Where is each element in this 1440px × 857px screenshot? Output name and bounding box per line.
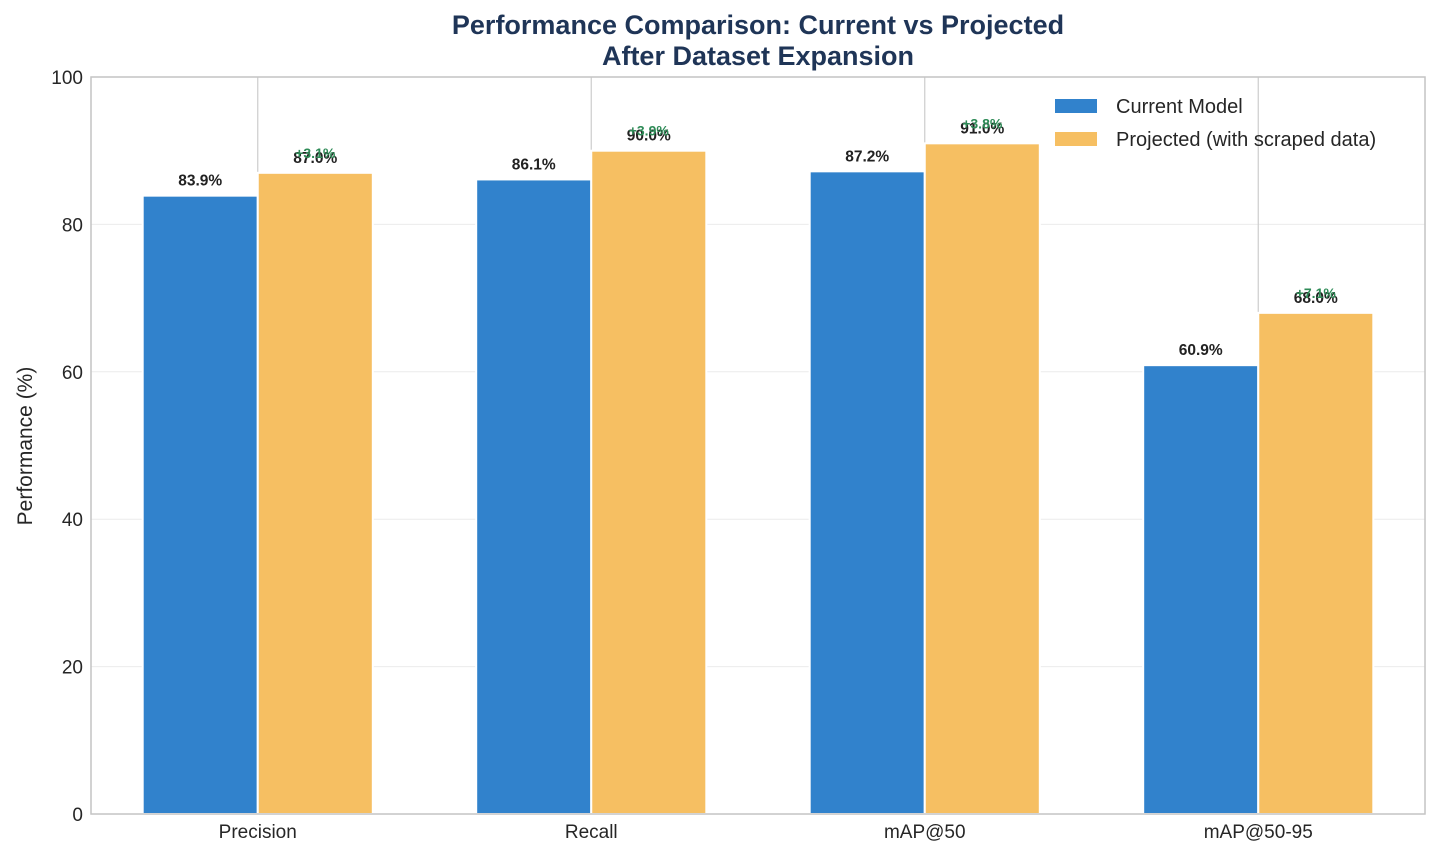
- bar-projected: [256, 171, 374, 815]
- plot-frame: [90, 76, 1426, 815]
- chart-title-line-2: After Dataset Expansion: [602, 41, 914, 71]
- bar-current: [808, 170, 926, 815]
- y-tick-label: 40: [62, 510, 83, 531]
- axes: 0 20 40 60 80 100 Precision Recall mAP@50 mAP@50-…: [51, 68, 1426, 843]
- bar-value-label: 87.0%: [293, 150, 337, 167]
- y-tick-label: 20: [62, 658, 83, 679]
- legend-swatch-projected: [1055, 132, 1097, 146]
- bar-value-label: 68.0%: [1294, 290, 1338, 307]
- x-tick-label: mAP@50: [884, 822, 966, 843]
- y-tick-label: 100: [51, 68, 83, 89]
- delta-label: +3.1%: [295, 145, 336, 161]
- legend-swatch-current: [1055, 99, 1097, 113]
- x-tick-label: Recall: [565, 822, 618, 843]
- bar-value-label: 90.0%: [627, 128, 671, 145]
- bar-projected: [1257, 311, 1375, 815]
- bar-value-label: 60.9%: [1179, 342, 1223, 359]
- delta-label: +7.1%: [1296, 285, 1337, 301]
- delta-label: +3.8%: [962, 115, 1003, 131]
- bar-current: [141, 194, 259, 816]
- bar-current: [475, 178, 593, 815]
- bar-current: [1142, 364, 1260, 815]
- y-tick-label: 60: [62, 363, 83, 384]
- bar-projected: [590, 149, 708, 815]
- legend: Current Model Projected (with scraped da…: [1055, 96, 1376, 151]
- chart-title-line-1: Performance Comparison: Current vs Proje…: [452, 10, 1064, 40]
- bar-value-label: 83.9%: [178, 173, 222, 190]
- value-labels: 83.9% 86.1% 87.2% 60.9% 87.0% 90.0% 91.0% 68.0%…: [178, 115, 1338, 359]
- delta-label: +3.9%: [629, 123, 670, 139]
- bar-value-label: 91.0%: [960, 120, 1004, 137]
- x-tick-label: Precision: [219, 822, 297, 843]
- legend-label-projected: Projected (with scraped data): [1116, 129, 1376, 151]
- bar-projected: [923, 142, 1041, 815]
- y-axis-label: Performance (%): [14, 367, 37, 526]
- x-tick-label: mAP@50-95: [1204, 822, 1313, 843]
- bar-value-label: 87.2%: [845, 148, 889, 165]
- bars: [141, 142, 1375, 816]
- bar-value-label: 86.1%: [512, 156, 556, 173]
- y-tick-label: 0: [72, 805, 83, 826]
- legend-label-current: Current Model: [1116, 96, 1243, 118]
- y-tick-label: 80: [62, 215, 83, 236]
